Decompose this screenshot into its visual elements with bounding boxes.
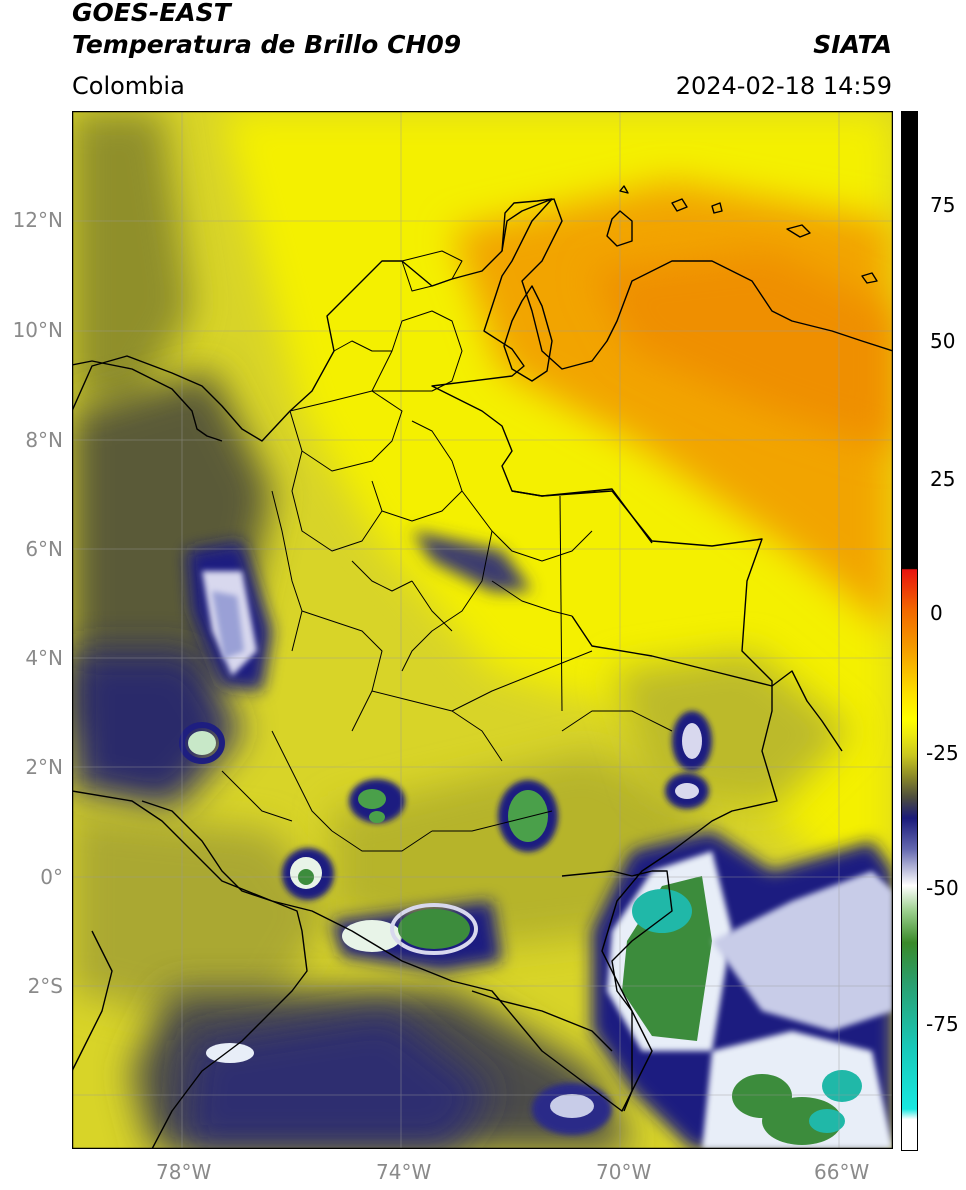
lon-tick-78w: 78°W (156, 1160, 212, 1184)
temperature-colorbar (901, 111, 918, 1151)
lon-tick-66w: 66°W (814, 1160, 870, 1184)
lon-tick-74w: 74°W (376, 1160, 432, 1184)
lat-tick-2n: 2°N (25, 755, 63, 779)
lat-tick-10n: 10°N (12, 318, 63, 342)
colorbar-tick-25: 25 (930, 467, 956, 491)
timestamp-label: 2024-02-18 14:59 (675, 72, 892, 100)
colorbar-tick-50: 50 (930, 329, 956, 353)
product-title: Temperatura de Brillo CH09 (72, 30, 462, 59)
satellite-title: GOES-EAST (72, 0, 231, 27)
lat-tick-0: 0° (40, 865, 63, 889)
colorbar-tick-75: 75 (930, 193, 956, 217)
map-frame (72, 111, 893, 1149)
colorbar-tick-0: 0 (930, 601, 943, 625)
lat-tick-2s: 2°S (27, 974, 63, 998)
boundaries (72, 185, 893, 1149)
lat-tick-4n: 4°N (25, 646, 63, 670)
lat-tick-6n: 6°N (25, 537, 63, 561)
temperature-field (72, 111, 893, 1149)
agency-label: SIATA (813, 30, 892, 59)
region-label: Colombia (72, 72, 185, 100)
colorbar-tick-minus50: -50 (926, 876, 959, 900)
brightness-temperature-map (72, 111, 893, 1149)
colorbar-tick-minus75: -75 (926, 1012, 959, 1036)
lat-tick-8n: 8°N (25, 428, 63, 452)
graticule (72, 111, 893, 1149)
lat-tick-12n: 12°N (12, 208, 63, 232)
lon-tick-70w: 70°W (596, 1160, 652, 1184)
colorbar-tick-minus25: -25 (926, 741, 959, 765)
